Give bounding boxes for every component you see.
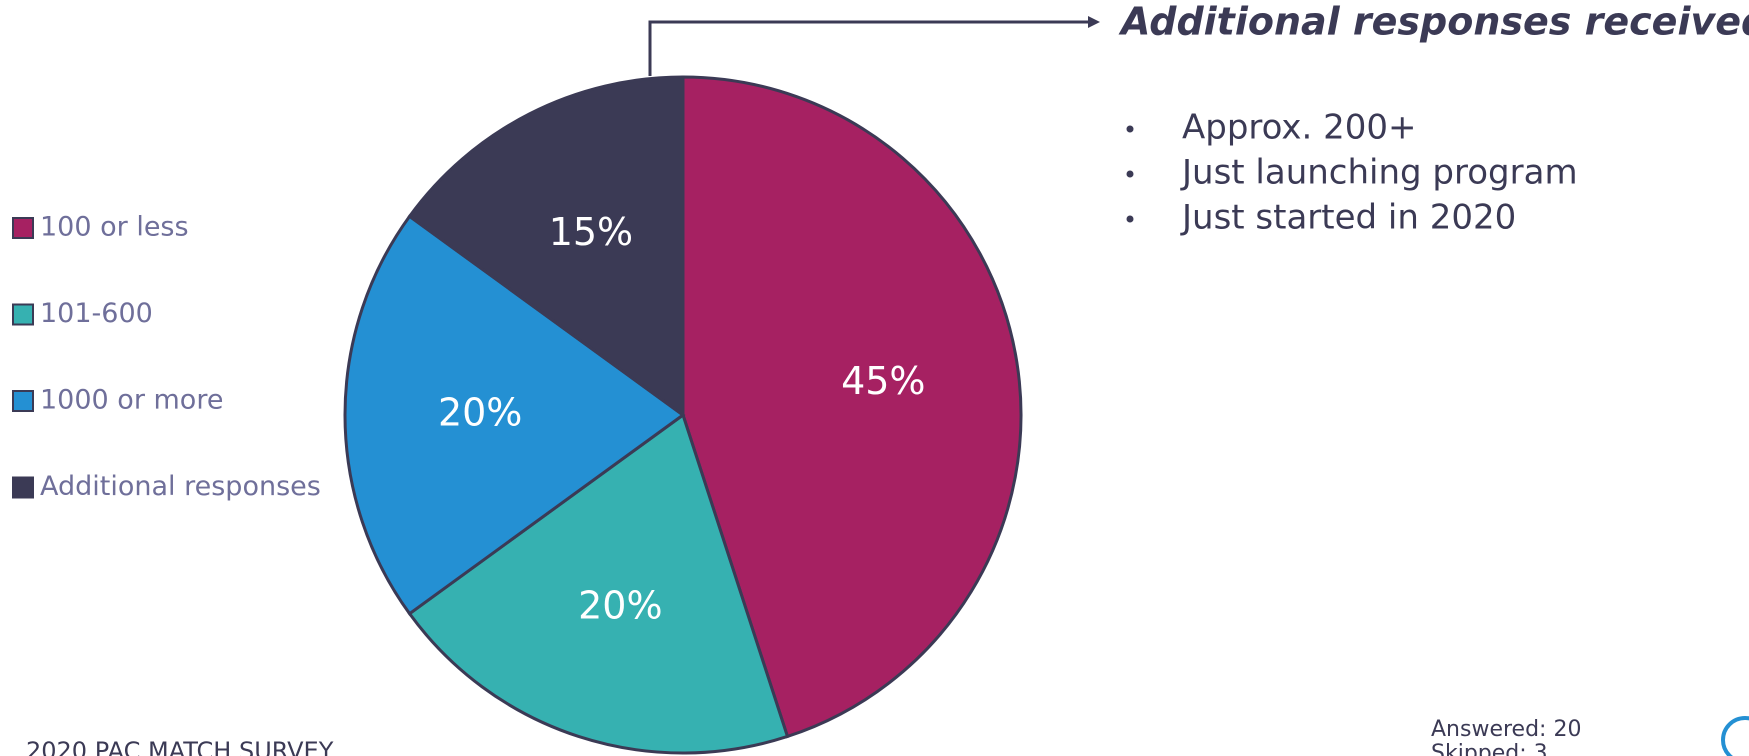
- slice-label: 20%: [578, 583, 662, 627]
- legend-swatch: [12, 303, 34, 326]
- bullet: [1126, 215, 1134, 223]
- answered-count: Answered: 20: [1431, 717, 1581, 742]
- bullet-text: Just started in 2020: [1180, 198, 1516, 238]
- pie-slice: [343, 214, 686, 616]
- legend-swatch: [12, 390, 34, 412]
- callout-connector: [648, 20, 1092, 76]
- callout-title: Additional responses received:: [1118, 0, 1749, 44]
- survey-footer: 2020 PAC MATCH SURVEY: [26, 737, 334, 756]
- legend-label: 100 or less: [40, 212, 189, 243]
- legend-label: 101-600: [40, 298, 153, 329]
- callout-arrowhead: [1088, 16, 1100, 28]
- skipped-count: Skipped: 3: [1431, 741, 1548, 756]
- bullet-text: Just launching program: [1180, 153, 1578, 193]
- bullet-text: Approx. 200+: [1182, 108, 1417, 148]
- logo: [1721, 716, 1749, 756]
- legend-label: 1000 or more: [40, 385, 223, 416]
- bullet: [1126, 170, 1134, 178]
- legend-swatch: [12, 217, 34, 239]
- slice-label: 15%: [549, 210, 633, 254]
- pie-slice: [681, 75, 1023, 739]
- pie-slice: [407, 412, 790, 755]
- slice-label: 45%: [841, 359, 925, 403]
- legend-swatch: [12, 476, 34, 499]
- bullet: [1126, 125, 1134, 133]
- legend-label: Additional responses: [40, 471, 321, 502]
- slice-label: 20%: [438, 391, 522, 435]
- pie-slice: [407, 75, 685, 418]
